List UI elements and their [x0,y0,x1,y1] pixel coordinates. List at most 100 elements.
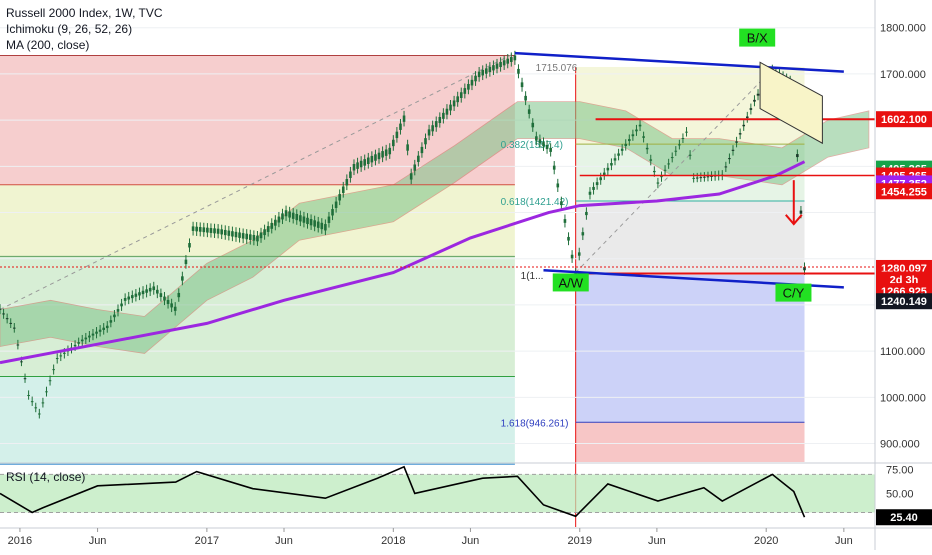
candle-body [803,267,806,271]
candle-body [156,289,159,294]
candle-body [638,124,642,127]
candle-body [27,395,30,397]
candle-body [281,213,284,220]
candle-body [231,231,234,237]
ichimoku-cloud [0,101,870,354]
candle-body [145,289,148,293]
candle-body [742,124,746,127]
candle-body [610,163,613,166]
candle-body [567,236,570,241]
price-tag-label: 1454.255 [881,186,927,198]
candle-body [399,123,402,130]
candle-body [213,228,216,234]
candle-body [16,344,20,346]
candle-body [320,222,324,230]
candle-body [284,210,288,217]
candle-body [41,402,45,404]
ma-200-line [0,160,806,365]
candle-body [545,144,549,150]
rsi-legend: RSI (14, close) [6,470,86,484]
candle-body [517,68,520,74]
candle-body [38,413,41,415]
candle-body [424,138,427,145]
candle-body [592,186,595,190]
candle-body [102,327,105,330]
candle-body [703,176,706,178]
candle-body [55,358,59,360]
candle-body [427,129,431,136]
candle-body [602,172,606,176]
price-tag-label: 1602.100 [881,114,927,126]
candle-body [220,229,223,235]
candle-body [173,306,177,311]
candle-body [20,361,23,363]
candle-body [138,292,141,296]
candle-body [502,60,506,66]
candle-body [170,303,173,308]
price-tick-label: 1800.000 [880,23,926,35]
candle-body [9,322,13,324]
candle-body [202,227,206,233]
candle-body [23,378,27,380]
candle-body [299,215,302,222]
candle-body [731,149,735,151]
rsi-tag-label: 25.40 [890,512,918,524]
candle-body [499,61,502,68]
candle-body [277,216,281,223]
candle-body [316,221,320,228]
candle-body [413,164,417,171]
candle-body [699,177,703,179]
candle-body [238,232,241,238]
candle-body [459,92,463,99]
candle-body [163,296,166,301]
time-tick-label: Jun [835,535,853,547]
candle-body [206,227,209,233]
candle-body [663,169,667,171]
candle-body [738,133,742,135]
candle-body [34,407,38,409]
candle-body [52,369,55,371]
candle-body [63,352,66,354]
wave-label: C/Y [783,286,805,301]
candle-body [324,224,327,231]
candle-body [252,234,256,241]
ichimoku-legend: Ichimoku (9, 26, 52, 26) [6,22,133,36]
time-tick-label: Jun [275,535,293,547]
candle-body [374,154,377,161]
time-tick-label: 2016 [8,535,32,547]
candle-body [417,155,420,162]
candle-body [331,209,334,216]
candle-body [796,154,799,158]
wave-label-bg [739,28,776,47]
candle-body [746,116,749,119]
candle-body [420,146,424,154]
upper-trendline [514,51,844,73]
candle-body [248,234,252,240]
candle-body [381,151,384,158]
time-tick-label: 2019 [568,535,592,547]
fib-label: 1(1... [521,271,544,282]
candle-body [306,217,309,225]
candle-body [620,148,624,151]
candle-body [642,136,645,138]
price-tick-label: 1000.000 [880,392,926,404]
candle-body [130,295,134,299]
candle-body [434,121,438,128]
candle-body [234,231,238,238]
candle-body [728,158,731,160]
candle-body [209,228,213,233]
time-tick-label: Jun [648,535,666,547]
rsi-tag-bg [876,509,932,526]
candle-body [667,163,670,165]
rsi-line [0,465,806,518]
candle-body [166,299,170,304]
candle-body [195,226,198,232]
candle-body [635,129,638,132]
candle-body [442,112,445,119]
price-tick-label: 1100.000 [880,346,925,358]
candle-body [245,233,249,240]
candle-body [624,143,628,146]
candle-body [710,175,713,177]
candle-body [309,219,313,226]
